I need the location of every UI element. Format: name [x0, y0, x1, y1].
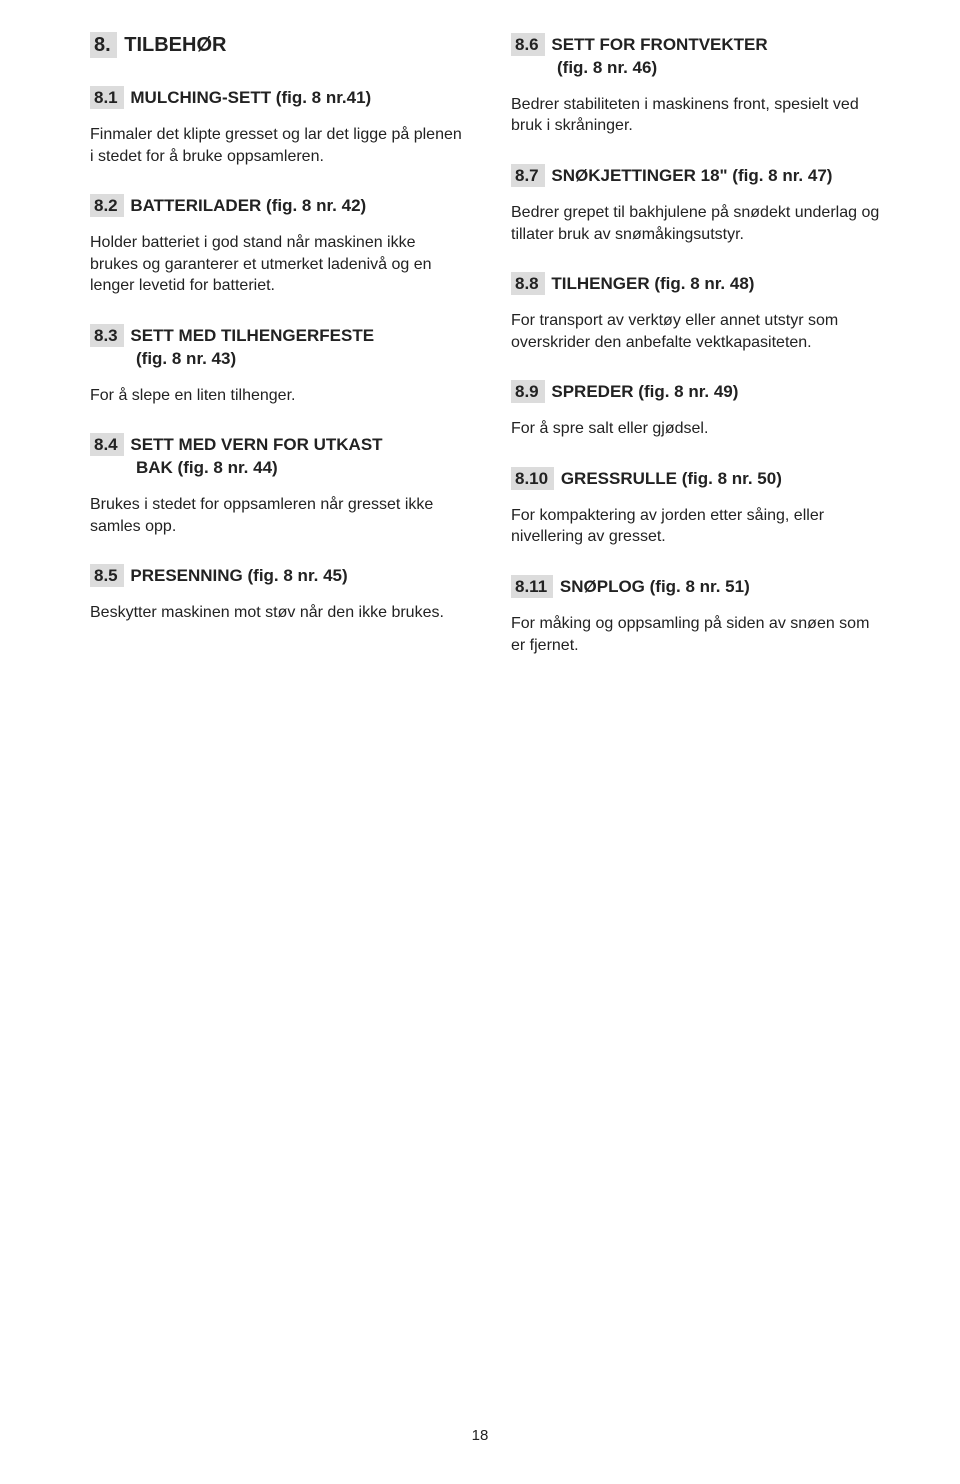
- sub-title: SETT MED TILHENGERFESTE: [130, 326, 374, 345]
- sub-title: MULCHING-SETT (fig. 8 nr.41): [130, 88, 371, 107]
- sub-heading: 8.7 SNØKJETTINGER 18" (fig. 8 nr. 47): [511, 165, 888, 188]
- section-8-4: 8.4 SETT MED VERN FOR UTKAST BAK (fig. 8…: [90, 434, 467, 537]
- section-8-8: 8.8 TILHENGER (fig. 8 nr. 48) For transp…: [511, 273, 888, 353]
- section-8-2: 8.2 BATTERILADER (fig. 8 nr. 42) Holder …: [90, 195, 467, 297]
- section-8-7: 8.7 SNØKJETTINGER 18" (fig. 8 nr. 47) Be…: [511, 165, 888, 245]
- main-heading: 8. TILBEHØR: [90, 34, 467, 57]
- body-text: For måking og oppsamling på siden av snø…: [511, 613, 888, 656]
- sub-heading: 8.4 SETT MED VERN FOR UTKAST BAK (fig. 8…: [90, 434, 467, 480]
- sub-num: 8.11: [511, 575, 553, 598]
- body-text: For kompaktering av jorden etter såing, …: [511, 505, 888, 548]
- sub-title: GRESSRULLE (fig. 8 nr. 50): [561, 469, 782, 488]
- sub-heading: 8.3 SETT MED TILHENGERFESTE (fig. 8 nr. …: [90, 325, 467, 371]
- sub-title: SETT MED VERN FOR UTKAST: [130, 435, 382, 454]
- section-8-10: 8.10 GRESSRULLE (fig. 8 nr. 50) For komp…: [511, 468, 888, 548]
- sub-title: SETT FOR FRONTVEKTER: [551, 35, 767, 54]
- sub-title-cont: BAK (fig. 8 nr. 44): [136, 457, 467, 480]
- sub-num: 8.2: [90, 194, 124, 217]
- columns-container: 8. TILBEHØR 8.1 MULCHING-SETT (fig. 8 nr…: [90, 34, 888, 684]
- sub-heading: 8.1 MULCHING-SETT (fig. 8 nr.41): [90, 87, 467, 110]
- sub-title-cont: (fig. 8 nr. 43): [136, 348, 467, 371]
- sub-title: PRESENNING (fig. 8 nr. 45): [130, 566, 347, 585]
- sub-num: 8.6: [511, 33, 545, 56]
- sub-num: 8.7: [511, 164, 545, 187]
- page-number: 18: [0, 1427, 960, 1444]
- sub-heading: 8.6 SETT FOR FRONTVEKTER (fig. 8 nr. 46): [511, 34, 888, 80]
- sub-num: 8.1: [90, 86, 124, 109]
- sub-num: 8.9: [511, 380, 545, 403]
- sub-num: 8.4: [90, 433, 124, 456]
- section-8-11: 8.11 SNØPLOG (fig. 8 nr. 51) For måking …: [511, 576, 888, 656]
- section-8-6: 8.6 SETT FOR FRONTVEKTER (fig. 8 nr. 46)…: [511, 34, 888, 137]
- body-text: Beskytter maskinen mot støv når den ikke…: [90, 602, 467, 624]
- sub-title: SPREDER (fig. 8 nr. 49): [551, 382, 738, 401]
- sub-num: 8.5: [90, 564, 124, 587]
- section-8-5: 8.5 PRESENNING (fig. 8 nr. 45) Beskytter…: [90, 565, 467, 624]
- sub-num: 8.3: [90, 324, 124, 347]
- sub-title: TILHENGER (fig. 8 nr. 48): [551, 274, 754, 293]
- sub-title-cont: (fig. 8 nr. 46): [557, 57, 888, 80]
- body-text: For transport av verktøy eller annet uts…: [511, 310, 888, 353]
- body-text: For å slepe en liten tilhenger.: [90, 385, 467, 407]
- body-text: Finmaler det klipte gresset og lar det l…: [90, 124, 467, 167]
- section-8-3: 8.3 SETT MED TILHENGERFESTE (fig. 8 nr. …: [90, 325, 467, 406]
- sub-heading: 8.10 GRESSRULLE (fig. 8 nr. 50): [511, 468, 888, 491]
- body-text: For å spre salt eller gjødsel.: [511, 418, 888, 440]
- body-text: Bedrer stabiliteten i maskinens front, s…: [511, 94, 888, 137]
- sub-heading: 8.5 PRESENNING (fig. 8 nr. 45): [90, 565, 467, 588]
- main-heading-num: 8.: [90, 32, 117, 58]
- sub-heading: 8.2 BATTERILADER (fig. 8 nr. 42): [90, 195, 467, 218]
- main-heading-title: TILBEHØR: [124, 34, 226, 56]
- sub-title: SNØKJETTINGER 18" (fig. 8 nr. 47): [551, 166, 832, 185]
- sub-num: 8.8: [511, 272, 545, 295]
- sub-title: BATTERILADER (fig. 8 nr. 42): [130, 196, 366, 215]
- section-8-1: 8.1 MULCHING-SETT (fig. 8 nr.41) Finmale…: [90, 87, 467, 167]
- sub-heading: 8.9 SPREDER (fig. 8 nr. 49): [511, 381, 888, 404]
- sub-heading: 8.11 SNØPLOG (fig. 8 nr. 51): [511, 576, 888, 599]
- section-8-9: 8.9 SPREDER (fig. 8 nr. 49) For å spre s…: [511, 381, 888, 440]
- sub-title: SNØPLOG (fig. 8 nr. 51): [560, 577, 750, 596]
- body-text: Holder batteriet i god stand når maskine…: [90, 232, 467, 297]
- body-text: Brukes i stedet for oppsamleren når gres…: [90, 494, 467, 537]
- right-column: 8.6 SETT FOR FRONTVEKTER (fig. 8 nr. 46)…: [511, 34, 888, 684]
- left-column: 8. TILBEHØR 8.1 MULCHING-SETT (fig. 8 nr…: [90, 34, 467, 684]
- body-text: Bedrer grepet til bakhjulene på snødekt …: [511, 202, 888, 245]
- sub-num: 8.10: [511, 467, 554, 490]
- sub-heading: 8.8 TILHENGER (fig. 8 nr. 48): [511, 273, 888, 296]
